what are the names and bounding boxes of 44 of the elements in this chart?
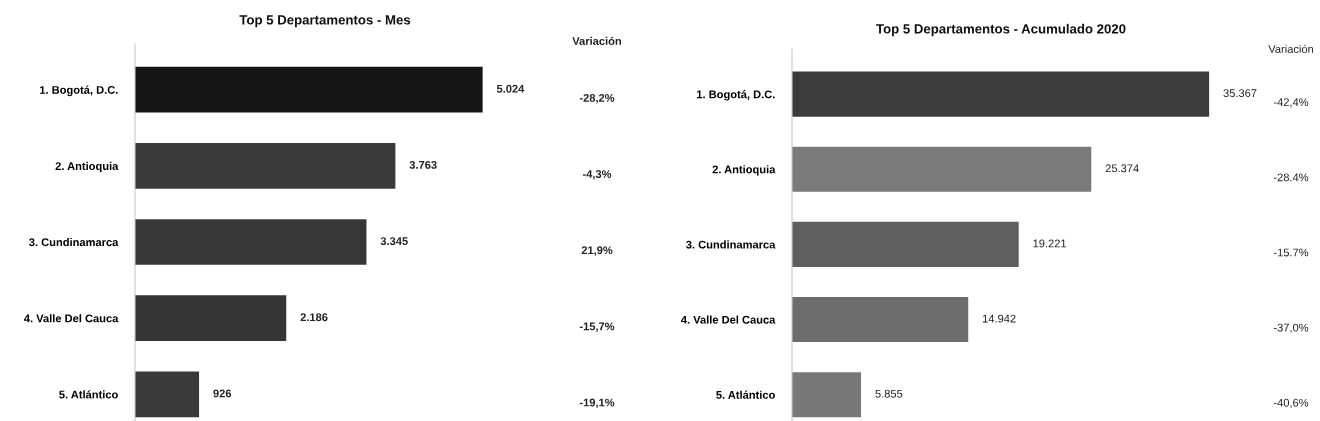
data-label: 3.345 (380, 237, 408, 246)
text: 21,9% (581, 246, 613, 256)
text: -4,3% (582, 170, 612, 180)
text: -28.4% (1273, 173, 1309, 182)
chart-title: Top 5 Departamentos - Acumulado 2020 (876, 23, 1126, 37)
data-label: 2.186 (300, 313, 328, 322)
y-tick-label: 4. Valle Del Cauca (681, 315, 776, 324)
text: -28,2% (579, 93, 615, 104)
data-label: 14.942 (982, 314, 1016, 323)
y-tick-label: 1. Bogotá, D.C. (40, 85, 118, 97)
data-label: 25.374 (1105, 164, 1139, 173)
text: -15.7% (1273, 248, 1309, 257)
data-label: 5.024 (496, 84, 525, 93)
data-label: 5.855 (875, 389, 903, 398)
bar (135, 143, 396, 189)
bar (792, 372, 862, 418)
bar (792, 146, 1092, 192)
bar (792, 221, 1019, 267)
y-tick-label: 2. Antioquia (55, 161, 119, 173)
y-tick-label: 3. Cundinamarca (686, 240, 776, 249)
y-tick-label: 2. Antioquia (712, 165, 776, 176)
text: Variación (572, 36, 622, 45)
bar (792, 297, 969, 343)
text: Variación (1268, 44, 1314, 53)
y-tick-label: 3. Cundinamarca (29, 237, 119, 247)
y-tick-label: 1. Bogotá, D.C. (697, 90, 775, 101)
data-label: 19.221 (1033, 239, 1067, 248)
bar (792, 71, 1210, 117)
bar (135, 66, 483, 113)
bar (135, 219, 367, 265)
data-label: 3.763 (409, 160, 437, 169)
y-tick-label: 5. Atlántico (59, 390, 118, 399)
text: -37,0% (1273, 323, 1309, 333)
text: -40,6% (1273, 398, 1309, 409)
bar (135, 371, 200, 418)
data-label: 35.367 (1223, 89, 1257, 98)
chart-title: Top 5 Departamentos - Mes (239, 15, 411, 28)
text: -19,1% (579, 398, 615, 409)
y-tick-label: 4. Valle Del Cauca (24, 314, 119, 323)
y-tick-label: 5. Atlántico (716, 390, 775, 399)
text: -42,4% (1273, 98, 1309, 108)
data-label: 926 (213, 389, 232, 398)
text: -15,7% (579, 322, 615, 332)
bar (135, 295, 287, 342)
